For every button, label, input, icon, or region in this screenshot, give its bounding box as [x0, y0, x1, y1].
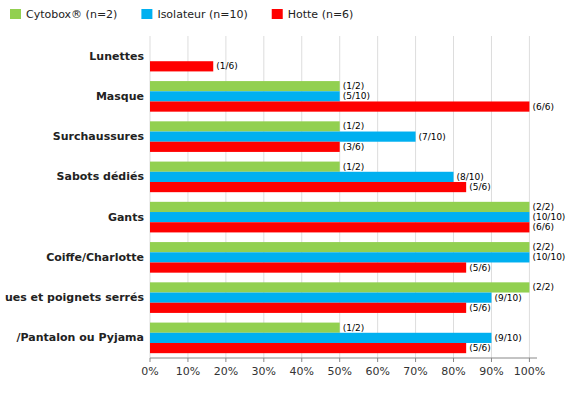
bar	[150, 202, 529, 212]
bar	[150, 222, 529, 232]
bar	[150, 212, 529, 222]
bar	[150, 132, 416, 142]
tick-mark	[150, 358, 151, 362]
tick-mark	[491, 358, 492, 362]
legend-swatch	[10, 9, 21, 19]
data-label: (9/10)	[494, 293, 521, 303]
bar	[150, 282, 529, 292]
bar	[150, 162, 340, 172]
tick-label: 100%	[514, 365, 545, 378]
data-label: (3/6)	[343, 142, 365, 152]
tick-label: 40%	[290, 365, 314, 378]
bar	[150, 81, 340, 91]
tick-label: 70%	[403, 365, 427, 378]
data-label: (2/2)	[532, 202, 554, 212]
data-label: (2/2)	[532, 282, 554, 292]
category-label: Surchaussures	[53, 130, 145, 143]
bar	[150, 262, 466, 272]
tick-mark	[377, 358, 378, 362]
data-label: (8/10)	[457, 172, 484, 182]
y-axis: Lunettes Masque Surchaussures Sabots dédiés…	[5, 50, 145, 345]
category-label: Lunettes	[89, 50, 144, 63]
data-label: (7/10)	[419, 132, 446, 142]
legend-label: Cytobox® (n=2)	[26, 8, 117, 21]
tick-label: 50%	[327, 365, 351, 378]
data-label: (1/2)	[343, 323, 365, 333]
tick-label: 0%	[141, 365, 158, 378]
tick-label: 10%	[176, 365, 200, 378]
legend: Cytobox® (n=2) Isolateur (n=10) Hotte (n=6…	[10, 8, 353, 21]
tick-mark	[301, 358, 302, 362]
tick-label: 80%	[441, 365, 465, 378]
data-label: (5/6)	[469, 343, 491, 353]
data-label: (6/6)	[532, 222, 554, 232]
data-labels: (1/2)(1/2)(1/2)(2/2)(2/2)(2/2)(1/2)(5/10…	[216, 61, 565, 353]
tick-label: 90%	[479, 365, 503, 378]
bar	[150, 51, 151, 61]
bar	[150, 91, 340, 101]
data-label: (1/2)	[343, 81, 365, 91]
tick-mark	[529, 358, 530, 362]
legend-swatch	[272, 9, 283, 19]
tick-mark	[339, 358, 340, 362]
bar	[150, 303, 466, 313]
data-label: (5/10)	[343, 91, 370, 101]
legend-label: Hotte (n=6)	[288, 8, 354, 21]
data-label: (1/2)	[343, 121, 365, 131]
tick-label: 60%	[365, 365, 389, 378]
legend-label: Isolateur (n=10)	[157, 8, 247, 21]
data-label: (5/6)	[469, 182, 491, 192]
x-axis-line	[150, 358, 537, 359]
category-label: Coiffe/Charlotte	[46, 251, 144, 264]
bars	[150, 61, 529, 353]
data-label: (5/6)	[469, 303, 491, 313]
grid: 0% 10% 20% 30% 40% 50% 60% 70% 80% 90% 100%	[141, 36, 545, 378]
category-label: Masque	[96, 90, 144, 103]
bar	[150, 323, 340, 333]
tick-mark	[225, 358, 226, 362]
legend-swatch	[141, 9, 152, 19]
data-label: (5/6)	[469, 263, 491, 273]
category-label: /Pantalon ou Pyjama	[17, 331, 144, 344]
data-label: (1/6)	[216, 61, 238, 71]
tick-label: 20%	[214, 365, 238, 378]
category-label: Gants	[108, 211, 145, 224]
grid-line	[491, 36, 492, 358]
bar	[150, 121, 340, 131]
tick-label: 30%	[252, 365, 276, 378]
data-label: (9/10)	[494, 333, 521, 343]
bar	[150, 172, 454, 182]
bar	[150, 182, 466, 192]
tick-mark	[415, 358, 416, 362]
data-label: (6/6)	[532, 102, 554, 112]
bar	[150, 61, 213, 71]
category-label: Sabots dédiés	[57, 170, 145, 183]
tick-mark	[187, 358, 188, 362]
data-label: (2/2)	[532, 242, 554, 252]
bar	[150, 41, 151, 51]
category-label: ues et poignets serrés	[5, 291, 145, 304]
data-label: (1/2)	[343, 162, 365, 172]
tick-mark	[453, 358, 454, 362]
tick-mark	[263, 358, 264, 362]
bar	[150, 252, 529, 262]
chart: 0% 10% 20% 30% 40% 50% 60% 70% 80% 90% 100% (1/2) (1…	[0, 0, 585, 394]
bar	[150, 142, 340, 152]
data-label: (10/10)	[532, 252, 565, 262]
data-label: (10/10)	[532, 212, 565, 222]
bar	[150, 333, 491, 343]
grid-line	[529, 36, 530, 358]
bar	[150, 101, 529, 111]
bar	[150, 242, 529, 252]
bar	[150, 293, 491, 303]
bar	[150, 343, 466, 353]
